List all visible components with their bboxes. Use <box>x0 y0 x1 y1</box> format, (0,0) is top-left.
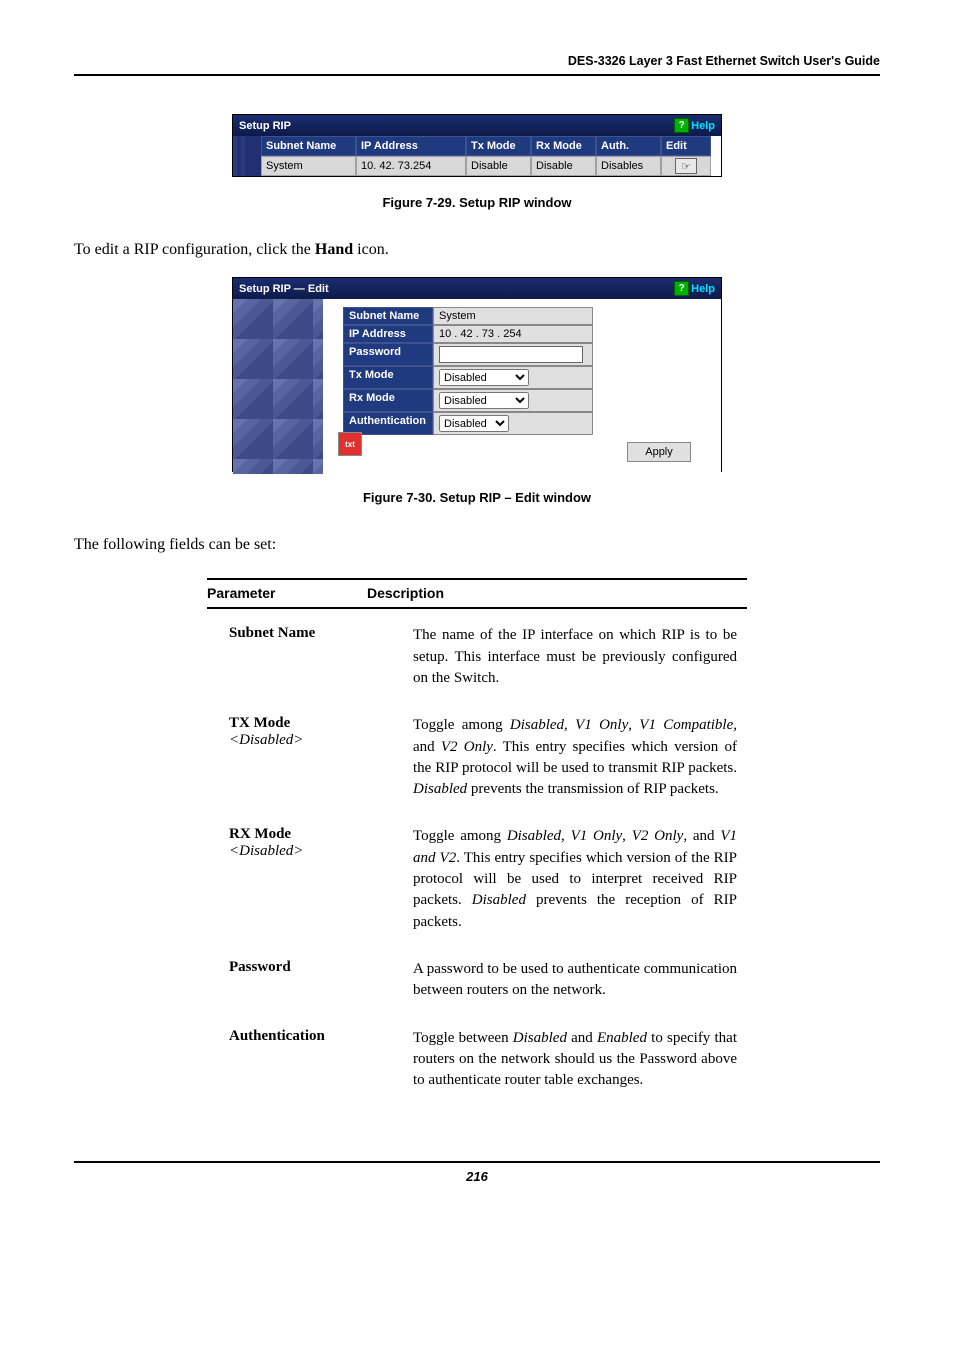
parameter-name: Authentication <box>229 1028 389 1092</box>
figure-setup-rip-edit: Setup RIP — Edit ? Help Subnet Name Syst… <box>74 277 880 472</box>
col-subnet-name: Subnet Name <box>261 136 356 156</box>
parameter-name: Password <box>229 959 389 1002</box>
col-tx-mode: Tx Mode <box>466 136 531 156</box>
table-row: TX Mode<Disabled> Toggle among Disabled, … <box>207 699 747 810</box>
table-row: Authentication Toggle between Disabled an… <box>207 1012 747 1102</box>
help-button[interactable]: ? Help <box>674 118 715 133</box>
txt-file-icon: txt <box>338 432 362 456</box>
paragraph-fields: The following fields can be set: <box>74 533 880 556</box>
parameter-table-wrap: Parameter Description Subnet Name The nam… <box>74 572 880 1101</box>
col-rx-mode: Rx Mode <box>531 136 596 156</box>
label-password: Password <box>343 343 433 366</box>
parameter-name: Subnet Name <box>229 625 389 689</box>
table-row: RX Mode<Disabled>Toggle among Disabled, … <box>207 810 747 942</box>
value-ip-address: 10 . 42 . 73 . 254 <box>433 325 593 343</box>
edit-form: Subnet Name System IP Address 10 . 42 . … <box>343 307 593 435</box>
help-button[interactable]: ? Help <box>674 281 715 296</box>
left-decor <box>233 299 323 474</box>
text-bold: Hand <box>315 241 353 258</box>
apply-button[interactable]: Apply <box>627 442 691 462</box>
header-description: Description <box>367 585 747 601</box>
label-subnet-name: Subnet Name <box>343 307 433 325</box>
help-icon: ? <box>674 281 689 296</box>
cell-ip-address: 10. 42. 73.254 <box>356 156 466 176</box>
table-row: Subnet Name The name of the IP interface … <box>207 609 747 699</box>
parameter-description: Toggle among Disabled, V1 Only, V1 Compa… <box>413 715 737 800</box>
window-title: Setup RIP — Edit <box>239 283 329 295</box>
window-titlebar: Setup RIP ? Help <box>233 115 721 136</box>
parameter-description: Toggle between Disabled and Enabled to s… <box>413 1028 737 1092</box>
cell-subnet-name: System <box>261 156 356 176</box>
parameter-default: <Disabled> <box>229 732 303 748</box>
parameter-description: Toggle among Disabled, V1 Only, V2 Only,… <box>413 826 737 932</box>
page-footer: 216 <box>74 1161 880 1184</box>
value-tx-mode: Disabled <box>433 366 593 389</box>
text: icon. <box>353 241 389 258</box>
table-row: Password A password to be used to authent… <box>207 943 747 1012</box>
help-icon: ? <box>674 118 689 133</box>
figure-caption-2: Figure 7-30. Setup RIP – Edit window <box>74 490 880 505</box>
col-edit: Edit <box>661 136 711 156</box>
value-password <box>433 343 593 366</box>
help-label: Help <box>691 120 715 132</box>
left-decor <box>233 136 261 176</box>
col-auth: Auth. <box>596 136 661 156</box>
figure-caption-1: Figure 7-29. Setup RIP window <box>74 195 880 210</box>
parameter-description: A password to be used to authenticate co… <box>413 959 737 1002</box>
help-label: Help <box>691 283 715 295</box>
parameter-default: <Disabled> <box>229 843 303 859</box>
window-titlebar: Setup RIP — Edit ? Help <box>233 278 721 299</box>
parameter-table-header: Parameter Description <box>207 580 747 609</box>
header-parameter: Parameter <box>207 585 367 601</box>
value-rx-mode: Disabled <box>433 389 593 412</box>
parameter-description: The name of the IP interface on which RI… <box>413 625 737 689</box>
window-title: Setup RIP <box>239 120 291 132</box>
label-ip-address: IP Address <box>343 325 433 343</box>
cell-tx-mode: Disable <box>466 156 531 176</box>
label-tx-mode: Tx Mode <box>343 366 433 389</box>
cell-rx-mode: Disable <box>531 156 596 176</box>
value-subnet-name: System <box>433 307 593 325</box>
parameter-name: TX Mode<Disabled> <box>229 715 389 800</box>
label-rx-mode: Rx Mode <box>343 389 433 412</box>
tx-mode-select[interactable]: Disabled <box>439 369 529 386</box>
cell-auth: Disables <box>596 156 661 176</box>
cell-edit: ☞ <box>661 156 711 176</box>
paragraph-edit-rip: To edit a RIP configuration, click the H… <box>74 238 880 261</box>
figure-setup-rip: Setup RIP ? Help Subnet Name IP Address … <box>74 114 880 177</box>
parameter-name: RX Mode<Disabled> <box>229 826 389 932</box>
parameter-table: Parameter Description Subnet Name The nam… <box>207 578 747 1101</box>
password-input[interactable] <box>439 346 583 363</box>
page-header: DES-3326 Layer 3 Fast Ethernet Switch Us… <box>74 54 880 76</box>
text: To edit a RIP configuration, click the <box>74 241 315 258</box>
value-authentication: Disabled <box>433 412 593 435</box>
col-ip-address: IP Address <box>356 136 466 156</box>
hand-icon[interactable]: ☞ <box>675 158 697 174</box>
authentication-select[interactable]: Disabled <box>439 415 509 432</box>
rx-mode-select[interactable]: Disabled <box>439 392 529 409</box>
